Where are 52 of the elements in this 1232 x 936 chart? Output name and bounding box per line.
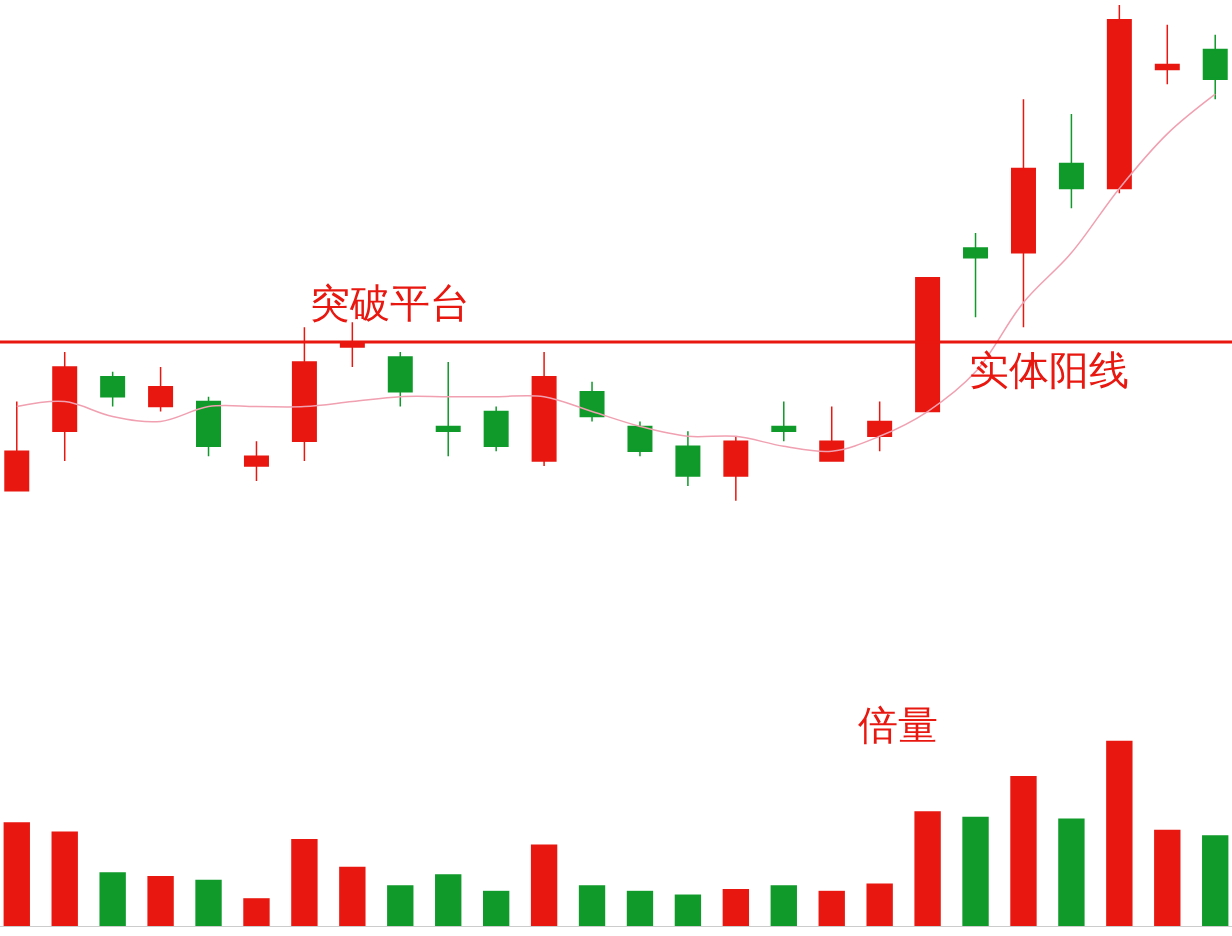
bar [387,885,414,926]
bar [435,874,462,926]
candlestick [4,400,30,492]
bar [243,898,270,926]
candlestick [1106,4,1132,195]
candlestick [483,405,509,452]
candlestick [435,361,461,457]
bar [147,876,174,926]
bar [530,844,558,926]
bar [1202,835,1229,926]
candlestick [387,351,413,408]
bar [818,890,845,926]
bar [291,838,318,926]
candlestick [1010,98,1036,328]
candlestick [963,232,989,319]
bar [3,822,30,926]
bar [99,872,126,926]
bar [626,890,654,926]
bar [866,883,893,926]
candlestick [148,366,174,413]
candlestick [1058,113,1084,209]
candlestick [867,400,893,452]
annotation: 实体阳线 [969,347,1129,393]
candlestick [675,430,701,487]
candlestick [723,435,749,502]
candlestick [243,440,269,482]
bar [482,890,510,926]
candlestick [1202,33,1228,100]
candlestick [771,400,797,443]
candlestick [531,351,557,467]
candlestick [196,395,222,457]
bar [339,866,366,926]
bar [722,888,750,926]
bar [1010,775,1037,926]
candlestick [819,405,845,462]
bar [1058,818,1085,926]
annotation: 倍量 [858,702,938,748]
candlestick [1154,24,1180,86]
bar [914,811,941,926]
bar [1106,740,1133,926]
bar [195,879,222,926]
bar [674,894,702,926]
candlestick [627,420,653,457]
annotation: 突破平台 [310,280,470,326]
bar [51,831,78,926]
candlestick [100,371,126,408]
candlestick [579,381,605,423]
candlestick [52,351,78,462]
bar [1154,829,1181,926]
bar [770,885,797,926]
bar [962,816,989,926]
bar [578,885,606,926]
